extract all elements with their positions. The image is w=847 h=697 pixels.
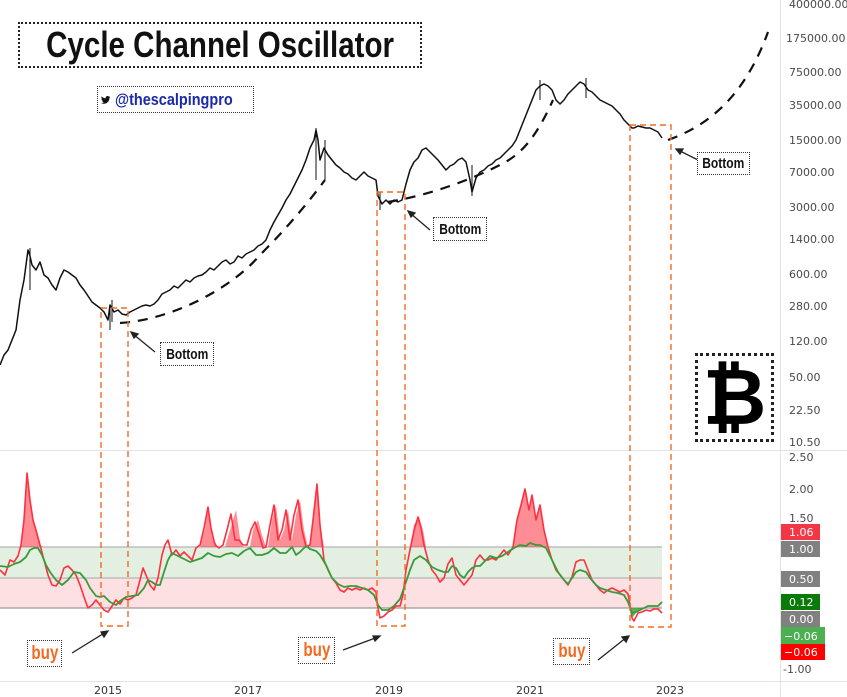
cycle-channel-curve-2 <box>387 99 555 204</box>
svg-text:−0.06: −0.06 <box>784 646 818 659</box>
price-tick: 35000.00 <box>789 99 842 112</box>
time-tick: 2023 <box>656 684 684 697</box>
time-tick: 2021 <box>516 684 544 697</box>
twitter-bird-icon <box>101 95 111 104</box>
osc-tick: 2.50 <box>789 451 814 464</box>
price-tick: 22.50 <box>789 404 821 417</box>
badge-upper-band: 1.00 <box>781 541 820 557</box>
price-tick: 3000.00 <box>789 201 835 214</box>
price-tick: 1400.00 <box>789 233 835 246</box>
oscillator-bands <box>0 546 662 609</box>
badge-signal-value: 0.12 <box>781 594 820 610</box>
price-tick: 75000.00 <box>789 66 842 79</box>
bitcoin-logo-box: ₿ <box>695 353 774 442</box>
svg-text:−0.06: −0.06 <box>784 630 818 643</box>
signal-line <box>0 542 663 614</box>
cycle-channel-curve <box>119 179 326 325</box>
bottom-label-2022: Bottom <box>697 152 750 175</box>
svg-text:0.00: 0.00 <box>789 613 814 626</box>
twitter-handle-box[interactable]: @thescalpingpro <box>97 86 254 113</box>
price-axis[interactable]: 400000.00 175000.00 75000.00 35000.00 15… <box>786 0 847 449</box>
buy-label-2022: buy <box>553 638 590 665</box>
buy-label-2015: buy <box>27 640 62 667</box>
cycle-channel-projection <box>667 31 770 142</box>
btc-price-wicks <box>29 78 587 330</box>
price-tick: 600.00 <box>789 268 828 281</box>
price-tick: 175000.00 <box>786 32 846 45</box>
osc-tick: -1.00 <box>783 663 811 676</box>
oscillator-overbought-fill <box>20 473 548 547</box>
svg-text:1.00: 1.00 <box>789 543 814 556</box>
price-tick: 10.50 <box>789 436 821 449</box>
price-tick: 7000.00 <box>789 166 835 179</box>
time-tick: 2015 <box>94 684 122 697</box>
price-tick: 280.00 <box>789 300 828 313</box>
annotation-arrows <box>71 148 699 661</box>
price-tick: 120.00 <box>789 335 828 348</box>
time-tick: 2019 <box>375 684 403 697</box>
chart-title: Cycle Channel Oscillator <box>46 24 394 65</box>
btc-price-line <box>0 81 663 366</box>
osc-tick: 2.00 <box>789 483 814 496</box>
oscillator-axis[interactable]: 2.50 2.00 1.50 -1.00 1.06 1.00 0.50 0.12… <box>781 451 825 676</box>
bottom-highlight-boxes <box>100 124 672 628</box>
svg-text:1.06: 1.06 <box>789 526 814 539</box>
svg-text:0.50: 0.50 <box>789 573 814 586</box>
osc-tick: 1.50 <box>789 512 814 525</box>
svg-text:0.12: 0.12 <box>789 596 814 609</box>
price-tick: 15000.00 <box>789 134 842 147</box>
badge-osc-value: −0.06 <box>781 644 825 660</box>
buy-label-2019: buy <box>298 637 335 664</box>
time-axis[interactable]: 2015 2017 2019 2021 2023 <box>94 684 684 697</box>
badge-mid-band: 0.50 <box>781 571 820 587</box>
time-tick: 2017 <box>234 684 262 697</box>
bottom-label-2019: Bottom <box>433 217 487 241</box>
bitcoin-icon: ₿ <box>702 352 767 443</box>
badge-osc-green: −0.06 <box>781 627 825 644</box>
badge-zero-line: 0.00 <box>781 611 820 627</box>
signal-dip-fill <box>630 608 646 618</box>
title-box: Cycle Channel Oscillator <box>18 22 422 68</box>
price-tick: 400000.00 <box>789 0 847 11</box>
bottom-label-2015: Bottom <box>160 342 214 366</box>
price-tick: 50.00 <box>789 371 821 384</box>
twitter-handle: @thescalpingpro <box>114 89 233 109</box>
badge-osc-peak: 1.06 <box>781 524 820 540</box>
